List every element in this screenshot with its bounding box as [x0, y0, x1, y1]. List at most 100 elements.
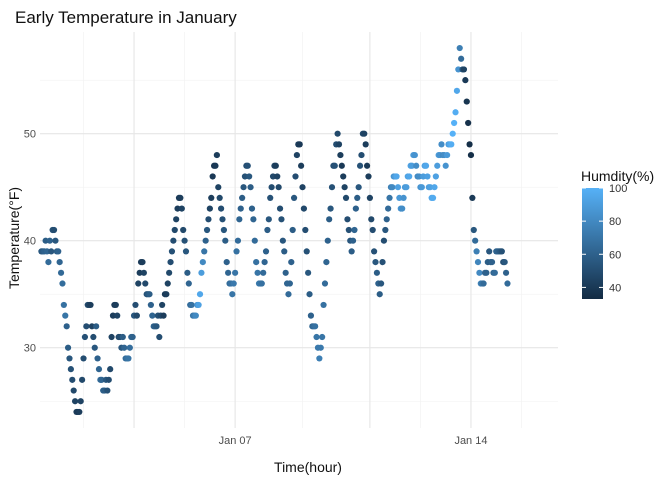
- data-point: [358, 151, 365, 159]
- data-point: [281, 248, 288, 255]
- data-point: [95, 366, 103, 373]
- data-point: [469, 194, 476, 201]
- data-point: [267, 194, 274, 201]
- data-point: [192, 312, 199, 319]
- y-axis-tick-labels: 30 40 50: [24, 129, 36, 355]
- data-point: [373, 269, 381, 276]
- data-point: [378, 280, 385, 287]
- data-point: [220, 226, 227, 234]
- data-point: [60, 301, 67, 309]
- data-point: [52, 237, 59, 244]
- data-point: [236, 216, 243, 223]
- data-point: [250, 216, 257, 223]
- data-point: [453, 87, 461, 94]
- data-point: [105, 376, 112, 383]
- data-point: [341, 184, 348, 191]
- data-point: [299, 184, 306, 191]
- data-point: [104, 387, 111, 394]
- data-point: [139, 259, 146, 266]
- data-point: [349, 237, 357, 244]
- data-point: [126, 344, 133, 351]
- data-point: [285, 291, 292, 298]
- data-point: [254, 269, 261, 276]
- data-point: [275, 184, 282, 191]
- data-point: [185, 280, 192, 287]
- data-point: [448, 141, 455, 148]
- data-point: [372, 259, 379, 266]
- data-point: [182, 248, 190, 255]
- data-point: [319, 333, 326, 341]
- data-point: [348, 248, 355, 255]
- data-point: [382, 226, 389, 234]
- data-point: [208, 194, 215, 201]
- data-point: [180, 226, 187, 234]
- data-point: [251, 237, 258, 244]
- data-point: [147, 301, 154, 309]
- data-point: [87, 301, 94, 309]
- data-point: [385, 205, 392, 212]
- data-point: [354, 194, 361, 201]
- data-point: [369, 226, 376, 234]
- data-point: [458, 55, 465, 62]
- data-point: [216, 194, 223, 201]
- data-point: [265, 216, 272, 223]
- data-point: [232, 269, 239, 276]
- legend-tick-label: 100: [609, 183, 627, 195]
- data-point: [69, 376, 76, 383]
- data-point: [306, 291, 313, 298]
- data-point: [188, 301, 195, 309]
- data-point: [246, 173, 253, 180]
- data-point: [108, 333, 115, 341]
- data-point: [264, 226, 271, 234]
- data-point: [230, 280, 237, 287]
- data-point: [59, 280, 66, 287]
- data-point: [274, 173, 281, 180]
- data-point: [355, 184, 362, 191]
- data-point: [205, 216, 212, 223]
- data-point: [79, 376, 86, 383]
- data-point: [298, 162, 305, 169]
- data-point: [371, 248, 378, 255]
- minor-gridlines: [40, 32, 558, 428]
- data-point: [93, 323, 100, 330]
- data-point: [234, 237, 242, 244]
- data-point: [135, 280, 142, 287]
- chart-title: Early Temperature in January: [15, 8, 237, 27]
- data-point: [331, 162, 338, 169]
- data-point: [282, 269, 289, 276]
- data-point: [344, 216, 351, 223]
- data-point: [488, 259, 496, 266]
- data-point: [63, 323, 70, 330]
- data-point: [292, 173, 299, 180]
- data-point: [366, 194, 373, 201]
- data-point: [449, 130, 456, 137]
- data-point: [71, 398, 79, 405]
- data-point: [212, 162, 219, 169]
- data-point: [361, 130, 368, 137]
- data-point: [173, 216, 180, 223]
- data-point: [70, 387, 77, 394]
- data-point: [225, 269, 232, 276]
- data-point: [463, 98, 470, 105]
- data-point: [323, 259, 330, 266]
- data-point: [229, 291, 236, 298]
- data-point: [119, 333, 126, 341]
- data-point: [171, 226, 178, 234]
- data-point: [67, 366, 74, 373]
- data-point: [302, 226, 309, 234]
- data-point: [201, 248, 208, 255]
- legend-colorbar: [582, 188, 603, 299]
- data-point: [389, 184, 396, 191]
- data-point: [125, 355, 132, 362]
- data-point: [278, 216, 285, 223]
- data-point: [431, 184, 438, 191]
- data-point: [413, 162, 420, 169]
- data-point: [483, 269, 490, 276]
- data-point: [438, 141, 445, 148]
- data-point: [244, 162, 251, 169]
- data-point: [77, 398, 84, 405]
- data-point: [303, 248, 310, 255]
- data-point: [279, 237, 286, 244]
- data-point: [168, 248, 176, 255]
- data-point: [217, 205, 225, 212]
